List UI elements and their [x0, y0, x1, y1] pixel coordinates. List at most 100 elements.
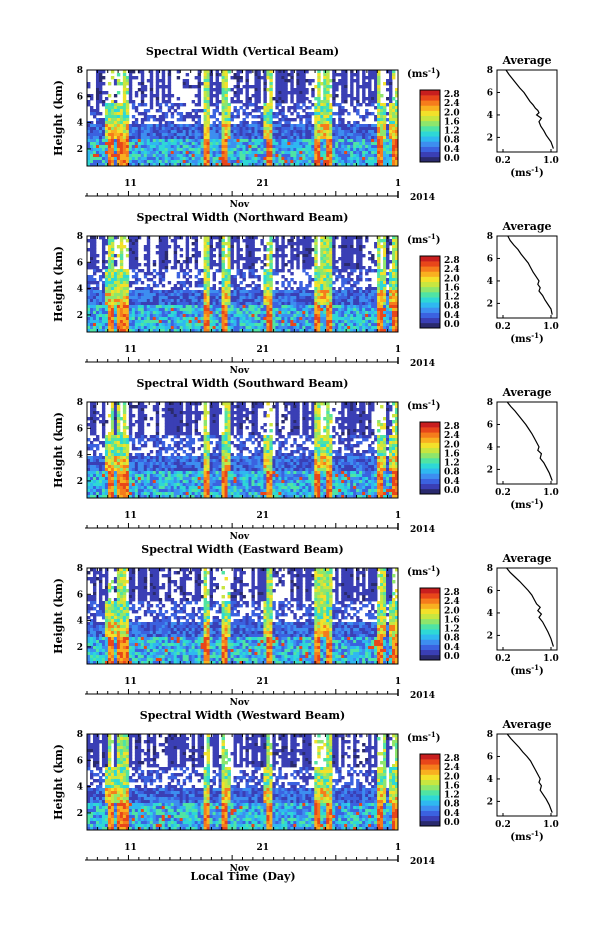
colorbar-swatch — [420, 261, 440, 267]
panel-4: Spectral Width (Eastward Beam) 2 4 6 8 Height… — [52, 543, 559, 708]
profile-y-tick-label: 2 — [487, 465, 493, 475]
year-label: 2014 — [410, 193, 435, 203]
colorbar-swatch — [420, 458, 440, 464]
colorbar-swatch — [420, 115, 440, 122]
colorbar-frame — [419, 255, 441, 329]
colorbar-swatch — [420, 266, 440, 272]
profile-y-tick-label: 6 — [487, 752, 493, 762]
colorbar-swatch — [420, 312, 440, 319]
colorbar-tick-label: 0.0 — [444, 320, 460, 330]
colorbar-tick-label: 0.4 — [444, 477, 460, 487]
colorbar-tick-label: 2.8 — [444, 754, 460, 764]
colorbar-swatch — [420, 613, 440, 620]
colorbar-swatch — [420, 790, 440, 796]
colorbar-swatch — [420, 820, 440, 827]
profile-line — [505, 69, 554, 149]
colorbar-tick-label: 2.0 — [444, 772, 460, 782]
profile-y-tick-label: 8 — [487, 66, 493, 76]
colorbar-tick-label: 2.4 — [444, 431, 460, 441]
colorbar-tick-label: 0.4 — [444, 643, 460, 653]
colorbar-tick-label: 0.0 — [444, 154, 460, 164]
profile-y-tick-label: 8 — [487, 564, 493, 574]
colorbar-unit-base: (ms — [407, 69, 428, 80]
colorbar-tick-label: 2.0 — [444, 440, 460, 450]
colorbar-swatch — [420, 624, 440, 630]
colorbar-tick-label: 1.2 — [444, 791, 460, 801]
y-axis-label: Height (km) — [52, 412, 65, 488]
colorbar-swatch — [420, 126, 440, 132]
year-label: 2014 — [410, 359, 435, 369]
colorbar-tick-label: 0.4 — [444, 311, 460, 321]
colorbar-swatch — [420, 256, 440, 262]
colorbar-swatch — [420, 473, 440, 479]
profile-x-tick-label: 1.0 — [543, 322, 559, 332]
y-tick-label: 4 — [77, 617, 83, 627]
profile-x-tick-label: 1.0 — [543, 654, 559, 664]
colorbar-unit-exp: -1 — [428, 730, 436, 739]
colorbar-unit: (ms-1) — [407, 232, 440, 246]
profile-title: Average — [501, 718, 551, 731]
profile-unit-base: (ms — [510, 832, 531, 843]
profile-unit-base: (ms — [510, 500, 531, 511]
profile-y-tick-label: 2 — [487, 133, 493, 143]
profile-title: Average — [501, 552, 551, 565]
x-tick-label: 21 — [256, 345, 269, 355]
profile-y-tick-label: 2 — [487, 631, 493, 641]
panel-5: Spectral Width (Westward Beam) 2 4 6 8 Height… — [52, 709, 559, 874]
colorbar-swatch — [420, 639, 440, 645]
colorbar-unit-exp: -1 — [428, 398, 436, 407]
colorbar-tick-label: 2.8 — [444, 256, 460, 266]
colorbar-swatch — [420, 478, 440, 485]
profile-y-tick-label: 6 — [487, 254, 493, 264]
y-axis-label: Height (km) — [52, 744, 65, 820]
y-axis-label: Height (km) — [52, 578, 65, 654]
y-tick-label: 2 — [77, 477, 83, 487]
colorbar-swatch — [420, 779, 440, 786]
colorbar-swatch — [420, 598, 440, 604]
colorbar-swatch — [420, 317, 440, 324]
colorbar-frame — [419, 421, 441, 495]
colorbar-swatch — [420, 95, 440, 101]
colorbar-swatch — [420, 769, 440, 775]
y-tick-label: 4 — [77, 285, 83, 295]
colorbar-swatch — [420, 271, 440, 277]
colorbar-swatch — [420, 100, 440, 106]
colorbar-unit-base: (ms — [407, 733, 428, 744]
colorbar-swatch — [420, 805, 440, 811]
colorbar-tick-label: 1.6 — [444, 283, 460, 293]
colorbar-swatch — [420, 810, 440, 817]
colorbar-swatch — [420, 110, 440, 117]
colorbar-unit: (ms-1) — [407, 398, 440, 412]
profile-unit-exp: -1 — [531, 331, 539, 340]
profile-y-tick-label: 8 — [487, 398, 493, 408]
profile-unit-exp: -1 — [531, 165, 539, 174]
profile-y-tick-label: 4 — [487, 609, 493, 619]
y-tick-label: 2 — [77, 311, 83, 321]
colorbar-swatch — [420, 322, 440, 329]
colorbar-swatch — [420, 281, 440, 288]
heatmap-cells — [87, 236, 399, 333]
x-tick-label: 11 — [124, 345, 137, 355]
colorbar-tick-label: 1.6 — [444, 117, 460, 127]
profile-unit: (ms-1) — [510, 829, 543, 843]
colorbar-unit-close: ) — [436, 69, 441, 80]
x-tick-label: 11 — [124, 677, 137, 687]
colorbar-swatch — [420, 468, 440, 474]
x-tick-label: 1 — [395, 345, 401, 355]
colorbar-swatch — [420, 608, 440, 615]
x-axis-label: Local Time (Day) — [190, 870, 295, 883]
profile-y-tick-label: 4 — [487, 775, 493, 785]
profile-x-tick-label: 0.2 — [495, 654, 511, 664]
colorbar-swatch — [420, 297, 440, 303]
colorbar-tick-label: 0.8 — [444, 302, 460, 312]
profile-unit: (ms-1) — [510, 497, 543, 511]
colorbar-unit-base: (ms — [407, 567, 428, 578]
x-tick-label: 11 — [124, 511, 137, 521]
profile-unit-close: ) — [539, 666, 544, 677]
profile-unit-base: (ms — [510, 666, 531, 677]
month-label: Nov — [230, 864, 250, 874]
month-label: Nov — [230, 532, 250, 542]
colorbar-unit-base: (ms — [407, 401, 428, 412]
profile-frame — [496, 235, 558, 319]
